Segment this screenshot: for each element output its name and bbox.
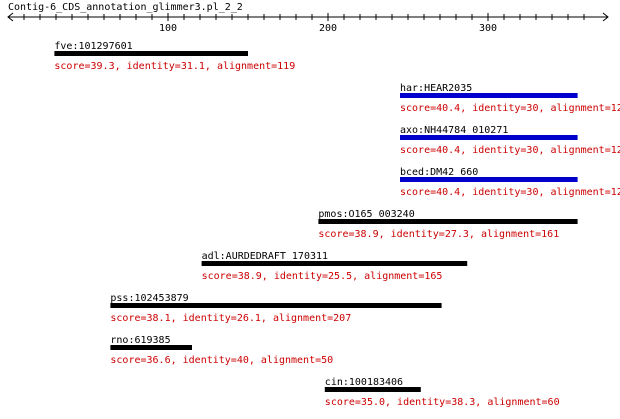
- position-axis: 100 200 300: [7, 12, 609, 34]
- hit-stats: score=38.9, identity=25.5, alignment=165: [202, 271, 443, 282]
- axis-tick-label: 100: [159, 23, 177, 34]
- hit-label[interactable]: cin:100183406: [325, 377, 403, 388]
- hit-entry[interactable]: pmos:O165_003240 score=38.9, identity=27.…: [318, 209, 578, 240]
- hit-bar[interactable]: [54, 51, 249, 56]
- hit-label[interactable]: pmos:O165_003240: [318, 209, 414, 220]
- hit-entry[interactable]: har:HEAR2035 score=40.4, identity=30, ali…: [400, 83, 620, 114]
- hit-bar[interactable]: [110, 345, 192, 350]
- hit-bar[interactable]: [400, 135, 578, 140]
- hit-list: fve:101297601 score=39.3, identity=31.1, …: [54, 41, 620, 408]
- contig-title: Contig-6_CDS_annotation_glimmer3.pl_2_2: [8, 2, 243, 13]
- hit-bar[interactable]: [318, 219, 578, 224]
- hit-entry[interactable]: adl:AURDEDRAFT_170311 score=38.9, identit…: [201, 251, 468, 282]
- hit-stats: score=40.4, identity=30, alignment=12: [400, 187, 620, 198]
- hit-label[interactable]: rno:619385: [110, 335, 170, 346]
- hit-stats: score=40.4, identity=30, alignment=12: [400, 145, 620, 156]
- hit-stats: score=38.1, identity=26.1, alignment=207: [110, 313, 351, 324]
- hit-entry[interactable]: axo:NH44784_010271 score=40.4, identity=3…: [400, 125, 620, 156]
- hit-stats: score=39.3, identity=31.1, alignment=119: [54, 61, 295, 72]
- hit-stats: score=35.0, identity=38.3, alignment=60: [325, 397, 560, 408]
- axis-tick-label: 200: [319, 23, 337, 34]
- hit-label[interactable]: har:HEAR2035: [400, 83, 472, 94]
- axis-arrow-right: [602, 12, 609, 22]
- hit-label[interactable]: adl:AURDEDRAFT_170311: [202, 251, 328, 262]
- hit-stats: score=36.6, identity=40, alignment=50: [110, 355, 333, 366]
- hit-label[interactable]: pss:102453879: [110, 293, 188, 304]
- hit-bar[interactable]: [400, 93, 578, 98]
- hit-bar[interactable]: [324, 387, 421, 392]
- hit-bar[interactable]: [400, 177, 578, 182]
- hit-stats: score=38.9, identity=27.3, alignment=161: [318, 229, 559, 240]
- hit-label[interactable]: bced:DM42_660: [400, 167, 478, 178]
- axis-arrow-left: [7, 12, 14, 22]
- axis-tick-label: 300: [479, 23, 497, 34]
- hit-entry[interactable]: fve:101297601 score=39.3, identity=31.1, …: [54, 41, 295, 72]
- hit-bar[interactable]: [110, 303, 442, 308]
- hit-stats: score=40.4, identity=30, alignment=12: [400, 103, 620, 114]
- hit-entry[interactable]: cin:100183406 score=35.0, identity=38.3, …: [324, 377, 560, 408]
- hit-label[interactable]: fve:101297601: [54, 41, 132, 52]
- hit-bar[interactable]: [201, 261, 468, 266]
- hit-entry[interactable]: pss:102453879 score=38.1, identity=26.1, …: [110, 293, 442, 324]
- hit-entry[interactable]: rno:619385 score=36.6, identity=40, align…: [110, 335, 333, 366]
- hit-entry[interactable]: bced:DM42_660 score=40.4, identity=30, al…: [400, 167, 620, 198]
- hit-label[interactable]: axo:NH44784_010271: [400, 125, 508, 136]
